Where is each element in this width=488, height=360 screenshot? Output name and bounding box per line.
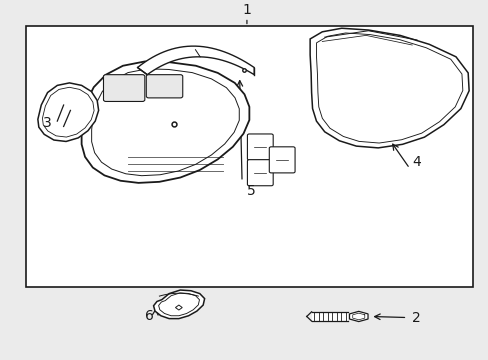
Polygon shape	[309, 28, 468, 148]
Text: 1: 1	[242, 3, 251, 17]
Text: 4: 4	[411, 155, 420, 169]
Bar	[311, 312, 347, 321]
FancyBboxPatch shape	[247, 160, 273, 186]
Text: 6: 6	[145, 309, 154, 323]
FancyBboxPatch shape	[247, 134, 273, 160]
Polygon shape	[38, 83, 99, 141]
Bar	[26, 26, 472, 287]
Polygon shape	[137, 46, 254, 75]
Text: 3: 3	[43, 116, 52, 130]
Text: 5: 5	[246, 184, 255, 198]
FancyBboxPatch shape	[146, 75, 183, 98]
Polygon shape	[349, 311, 367, 321]
Polygon shape	[81, 62, 249, 183]
Text: 2: 2	[411, 311, 420, 324]
FancyBboxPatch shape	[269, 147, 294, 173]
FancyBboxPatch shape	[103, 75, 144, 102]
Polygon shape	[153, 290, 204, 319]
